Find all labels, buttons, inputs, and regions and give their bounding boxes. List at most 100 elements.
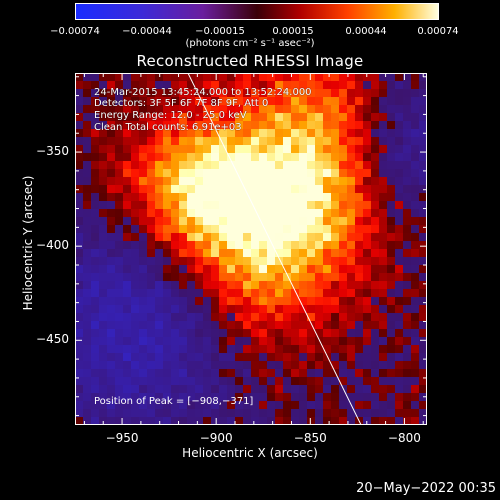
heatmap-cell: [123, 169, 132, 178]
heatmap-cell: [291, 297, 300, 306]
heatmap-cell: [315, 385, 324, 394]
heatmap-cell: [179, 377, 188, 386]
heatmap-cell: [283, 321, 292, 330]
heatmap-cell: [299, 113, 308, 122]
heatmap-cell: [315, 329, 324, 338]
heatmap-cell: [251, 185, 260, 194]
heatmap-cell: [299, 257, 308, 266]
heatmap-cell: [187, 369, 196, 378]
heatmap-cell: [179, 241, 188, 250]
heatmap-cell: [203, 153, 212, 162]
heatmap-cell: [331, 209, 340, 218]
heatmap-cell: [75, 217, 84, 226]
heatmap-cell: [395, 129, 404, 138]
heatmap-cell: [411, 137, 420, 146]
heatmap-cell: [395, 113, 404, 122]
heatmap-cell: [387, 121, 396, 130]
heatmap-cell: [147, 73, 156, 82]
heatmap-cell: [363, 201, 372, 210]
heatmap-cell: [323, 73, 332, 82]
heatmap-cell: [155, 97, 164, 106]
heatmap-cell: [147, 393, 156, 402]
heatmap-cell: [75, 313, 84, 322]
heatmap-cell: [187, 105, 196, 114]
heatmap-cell: [387, 145, 396, 154]
heatmap-cell: [171, 185, 180, 194]
heatmap-cell: [163, 241, 172, 250]
heatmap-cell: [307, 121, 316, 130]
heatmap-cell: [203, 97, 212, 106]
heatmap-cell: [411, 249, 420, 258]
heatmap-cell: [331, 345, 340, 354]
heatmap-cell: [163, 201, 172, 210]
heatmap-cell: [163, 257, 172, 266]
heatmap-cell: [75, 169, 84, 178]
heatmap-cell: [299, 161, 308, 170]
heatmap-cell: [323, 97, 332, 106]
heatmap-cell: [171, 297, 180, 306]
heatmap-cell: [395, 417, 404, 425]
heatmap-cell: [267, 209, 276, 218]
heatmap-cell: [195, 257, 204, 266]
heatmap-cell: [211, 161, 220, 170]
heatmap-cell: [267, 289, 276, 298]
heatmap-cell: [243, 201, 252, 210]
heatmap-cell: [315, 393, 324, 402]
heatmap-cell: [339, 129, 348, 138]
heatmap-cell: [235, 81, 244, 90]
heatmap-cell: [195, 201, 204, 210]
heatmap-cell: [371, 393, 380, 402]
heatmap-cell: [315, 409, 324, 418]
heatmap-cell: [179, 353, 188, 362]
heatmap-cell: [307, 73, 316, 82]
x-tick-label: −850: [293, 431, 327, 445]
heatmap-cell: [107, 81, 116, 90]
heatmap-cell: [131, 201, 140, 210]
heatmap-cell: [243, 385, 252, 394]
heatmap-cell: [339, 257, 348, 266]
heatmap-cell: [323, 385, 332, 394]
heatmap-cell: [139, 177, 148, 186]
colorbar: [75, 3, 439, 20]
heatmap-cell: [355, 225, 364, 234]
heatmap-cell: [363, 129, 372, 138]
heatmap-cell: [323, 249, 332, 258]
heatmap-cell: [123, 177, 132, 186]
heatmap-cell: [187, 353, 196, 362]
heatmap-cell: [267, 297, 276, 306]
heatmap-cell: [107, 97, 116, 106]
heatmap-cell: [251, 153, 260, 162]
colorbar-units: (photons cm⁻² s⁻¹ asec⁻²): [185, 38, 315, 49]
heatmap-cell: [171, 377, 180, 386]
heatmap-cell: [115, 209, 124, 218]
heatmap-cell: [315, 161, 324, 170]
heatmap-cell: [363, 145, 372, 154]
heatmap-cell: [83, 289, 92, 298]
heatmap-cell: [403, 393, 412, 402]
heatmap-cell: [347, 225, 356, 234]
heatmap-cell: [283, 177, 292, 186]
heatmap-cell: [155, 185, 164, 194]
heatmap-cell: [363, 137, 372, 146]
heatmap-cell: [299, 121, 308, 130]
datestamp: 20−May−2022 00:35: [356, 481, 496, 496]
heatmap-cell: [419, 193, 427, 202]
heatmap-cell: [235, 153, 244, 162]
heatmap-cell: [291, 393, 300, 402]
heatmap-cell: [251, 313, 260, 322]
heatmap-cell: [347, 233, 356, 242]
heatmap-cell: [123, 417, 132, 425]
heatmap-cell: [139, 145, 148, 154]
heatmap-cell: [259, 409, 268, 418]
heatmap-cell: [235, 113, 244, 122]
heatmap-cell: [315, 345, 324, 354]
heatmap-cell: [411, 113, 420, 122]
heatmap-cell: [139, 305, 148, 314]
heatmap-cell: [395, 281, 404, 290]
heatmap-cell: [83, 313, 92, 322]
heatmap-cell: [371, 257, 380, 266]
heatmap-cell: [291, 257, 300, 266]
heatmap-cell: [227, 169, 236, 178]
heatmap-cell: [267, 137, 276, 146]
heatmap-cell: [267, 305, 276, 314]
